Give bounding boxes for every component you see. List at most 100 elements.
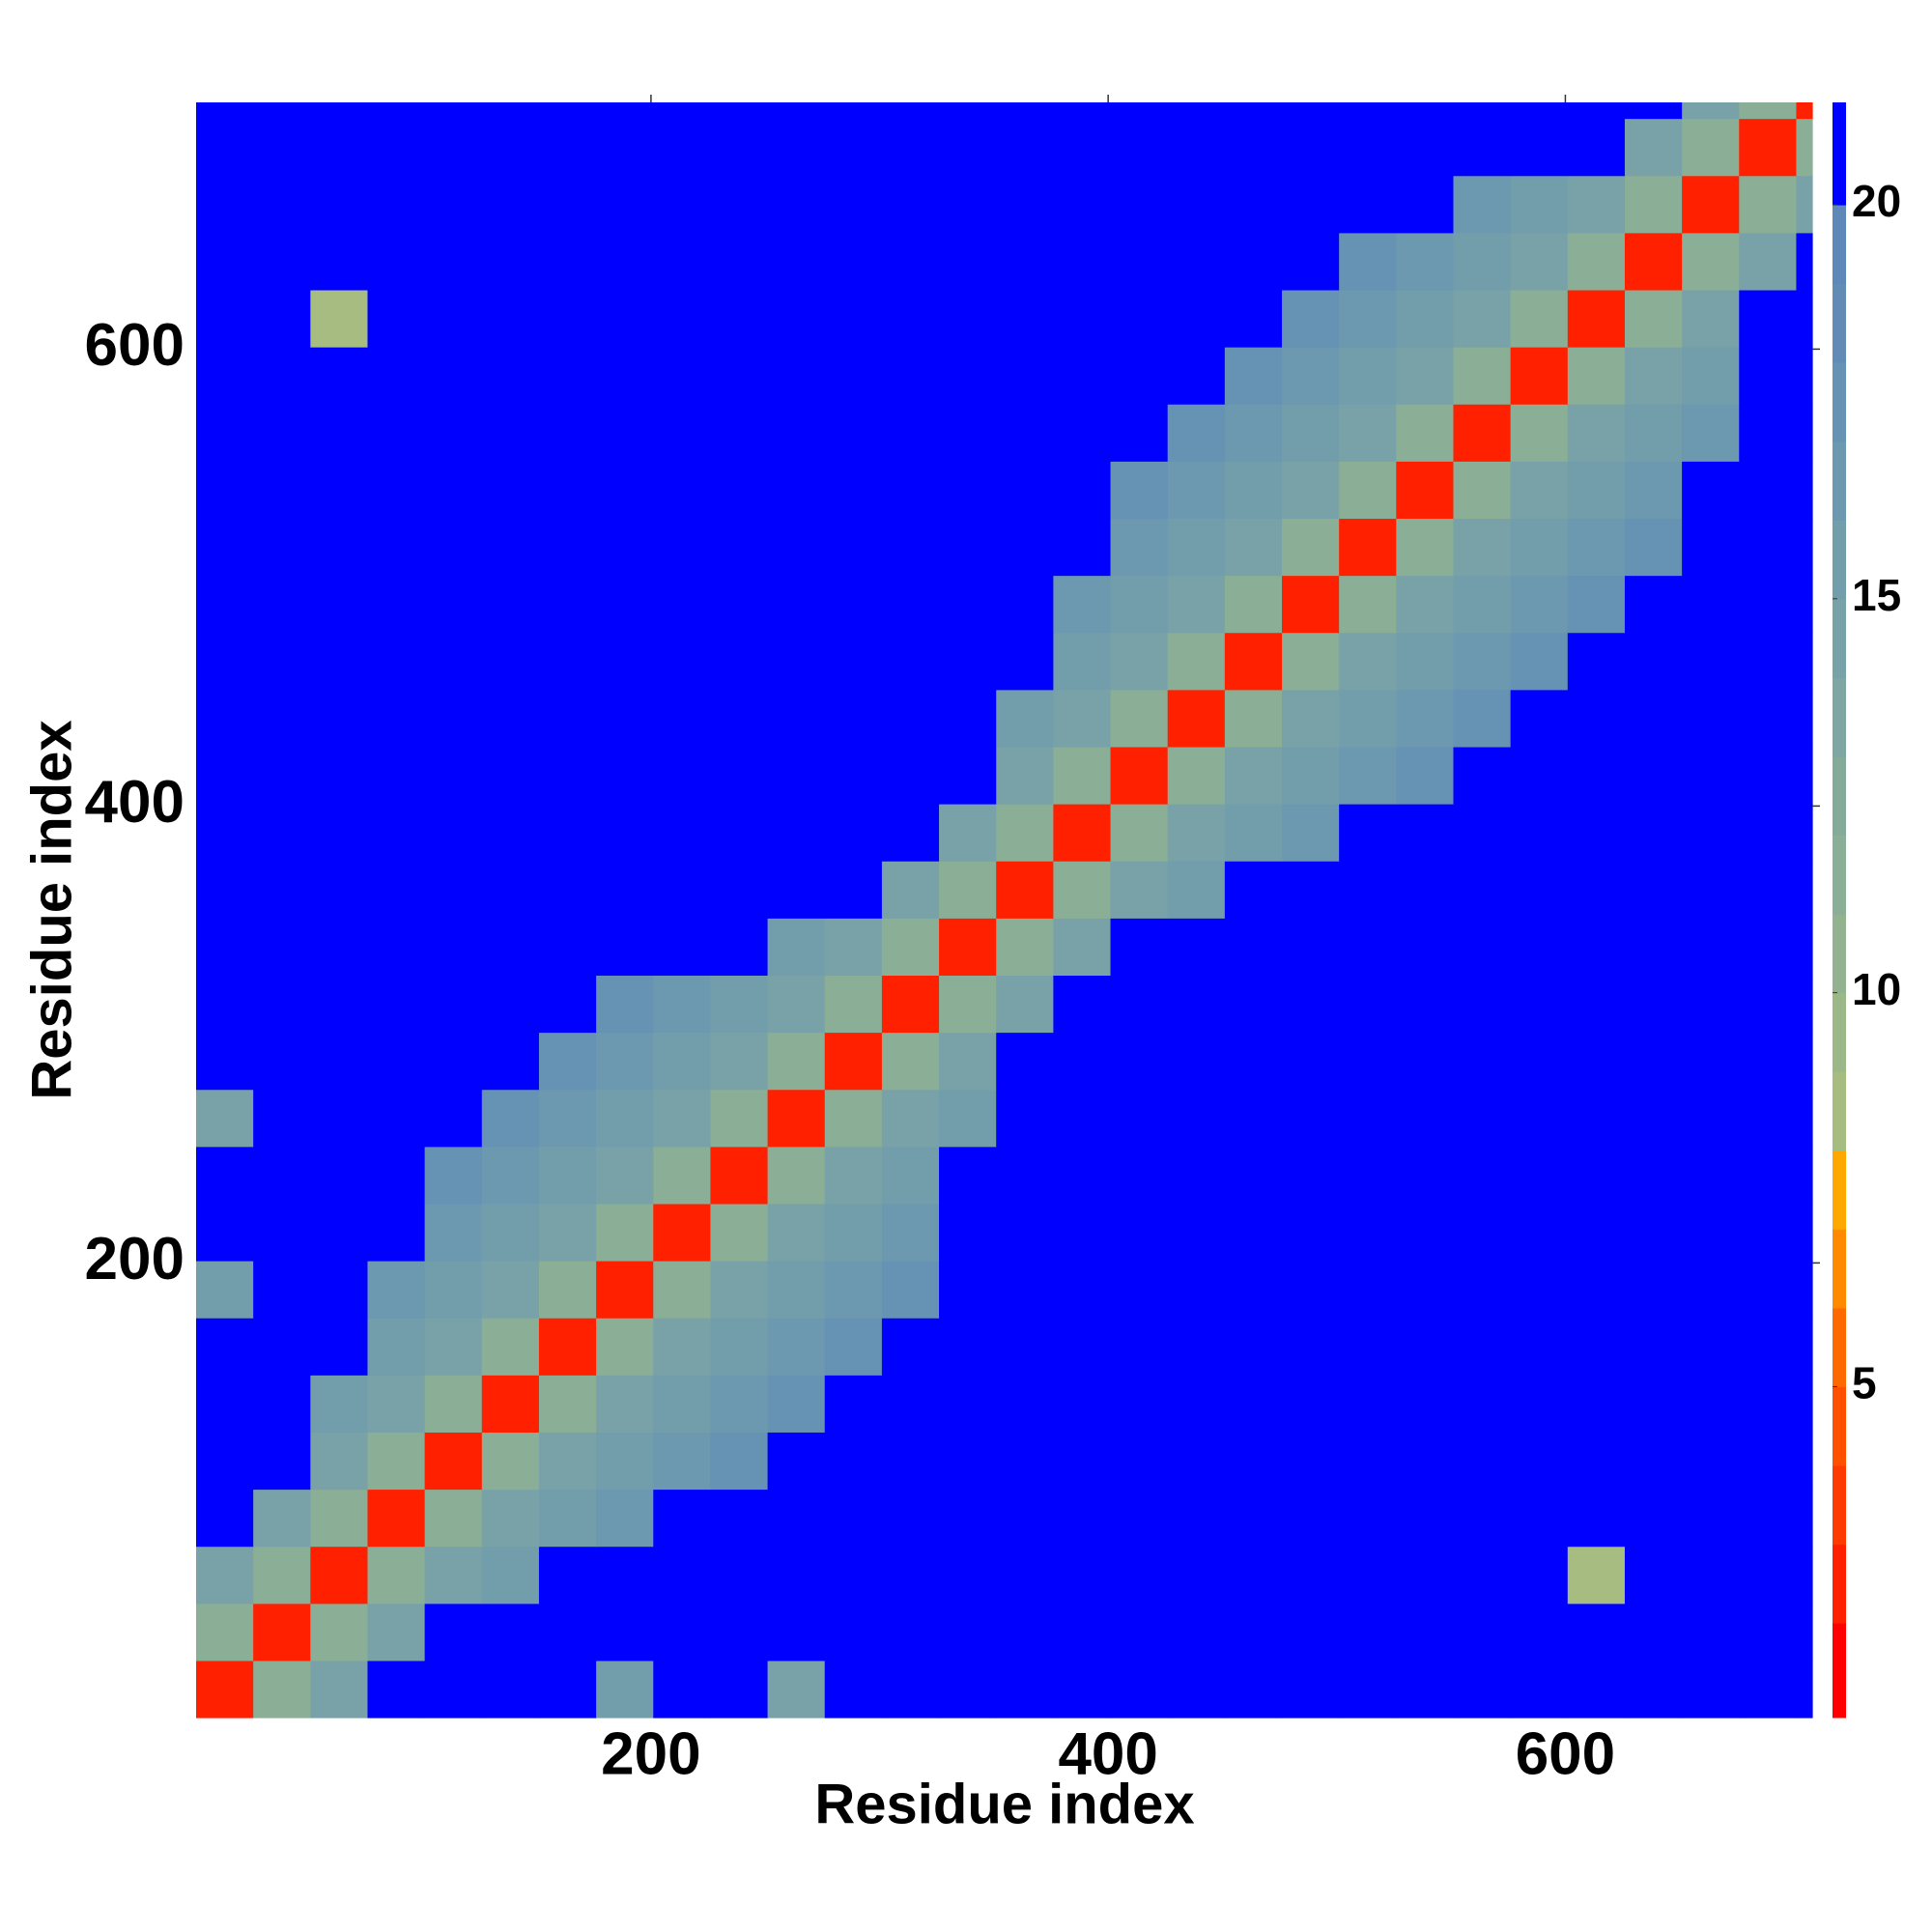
heatmap-cell bbox=[1624, 1032, 1683, 1091]
heatmap-cell bbox=[939, 804, 997, 862]
heatmap-cell bbox=[710, 1489, 769, 1548]
heatmap-cell bbox=[1682, 347, 1740, 405]
heatmap-cell bbox=[824, 1146, 883, 1205]
heatmap-cell bbox=[1796, 689, 1813, 748]
heatmap-cell bbox=[767, 404, 826, 462]
heatmap-cell bbox=[196, 1375, 254, 1433]
heatmap-cell bbox=[1796, 404, 1813, 462]
heatmap-cell bbox=[881, 804, 940, 862]
heatmap-cell bbox=[538, 1146, 597, 1205]
heatmap-cell bbox=[596, 461, 654, 520]
heatmap-cell bbox=[1510, 232, 1569, 291]
heatmap-cell bbox=[1053, 1546, 1112, 1605]
heatmap-cell bbox=[1224, 1318, 1283, 1376]
heatmap-cell bbox=[253, 1489, 311, 1548]
heatmap-cell bbox=[424, 118, 483, 177]
heatmap-cell bbox=[1567, 632, 1626, 691]
heatmap-cell bbox=[1282, 1261, 1340, 1319]
heatmap-cell bbox=[1453, 1660, 1512, 1719]
heatmap-cell bbox=[653, 804, 712, 862]
heatmap-cell bbox=[1796, 632, 1813, 691]
heatmap-cell bbox=[710, 1603, 769, 1662]
heatmap-cell bbox=[767, 1432, 826, 1491]
heatmap-cell bbox=[1682, 1432, 1740, 1491]
heatmap-cell bbox=[1624, 102, 1683, 120]
heatmap-cell bbox=[1282, 1546, 1340, 1605]
heatmap-cell bbox=[596, 1546, 654, 1605]
heatmap-cell bbox=[1110, 1546, 1169, 1605]
heatmap-cell bbox=[996, 689, 1054, 748]
heatmap-cell bbox=[996, 746, 1054, 805]
heatmap-cell bbox=[1796, 461, 1813, 520]
heatmap-cell bbox=[1053, 1603, 1112, 1662]
heatmap-cell bbox=[1453, 289, 1512, 348]
heatmap-cell bbox=[310, 1318, 369, 1376]
colorbar-step bbox=[1833, 1465, 1846, 1546]
heatmap-cell bbox=[424, 347, 483, 405]
heatmap-cell bbox=[1453, 861, 1512, 919]
heatmap-cell bbox=[367, 804, 426, 862]
heatmap-cell bbox=[367, 1203, 426, 1262]
heatmap-cell bbox=[881, 1603, 940, 1662]
heatmap-cell bbox=[653, 1032, 712, 1091]
heatmap-cell bbox=[1682, 118, 1740, 177]
heatmap-cell bbox=[1282, 1489, 1340, 1548]
heatmap-cell bbox=[481, 1146, 540, 1205]
heatmap-cell bbox=[1567, 1546, 1626, 1605]
heatmap-cell bbox=[881, 1546, 940, 1605]
heatmap-cell bbox=[767, 689, 826, 748]
heatmap-cell bbox=[310, 1375, 369, 1433]
heatmap-cell bbox=[710, 575, 769, 634]
heatmap-cell bbox=[196, 175, 254, 234]
heatmap-cell bbox=[424, 1089, 483, 1148]
heatmap-cell bbox=[881, 347, 940, 405]
x-tick-label: 600 bbox=[1516, 1720, 1615, 1787]
heatmap-cell bbox=[1167, 975, 1226, 1034]
heatmap-cell bbox=[310, 118, 369, 177]
heatmap-cell bbox=[881, 102, 940, 120]
heatmap-cell bbox=[1167, 461, 1226, 520]
heatmap-cell bbox=[1796, 1032, 1813, 1091]
heatmap-cell bbox=[1682, 1546, 1740, 1605]
heatmap-cell bbox=[196, 689, 254, 748]
heatmap-cell bbox=[1796, 1318, 1813, 1376]
heatmap-cell bbox=[1110, 1203, 1169, 1262]
heatmap-cell bbox=[1739, 1203, 1798, 1262]
heatmap-cell bbox=[1453, 1032, 1512, 1091]
heatmap-cell bbox=[710, 1375, 769, 1433]
heatmap-cell bbox=[1567, 1603, 1626, 1662]
heatmap-cell bbox=[1739, 1546, 1798, 1605]
heatmap-cell bbox=[1167, 1489, 1226, 1548]
heatmap-cell bbox=[881, 1203, 940, 1262]
heatmap-cell bbox=[939, 1089, 997, 1148]
heatmap-cell bbox=[1282, 289, 1340, 348]
colorbar-step bbox=[1833, 1386, 1846, 1466]
heatmap-cell bbox=[653, 102, 712, 120]
heatmap-cell bbox=[1339, 746, 1397, 805]
heatmap-cell bbox=[653, 1375, 712, 1433]
heatmap-cell bbox=[538, 1660, 597, 1719]
heatmap-cell bbox=[1167, 1032, 1226, 1091]
heatmap-cell bbox=[1567, 1489, 1626, 1548]
heatmap-cell bbox=[1453, 1603, 1512, 1662]
heatmap-cell bbox=[1567, 118, 1626, 177]
heatmap-cell bbox=[824, 746, 883, 805]
heatmap-cell bbox=[1510, 175, 1569, 234]
heatmap-cell bbox=[767, 1089, 826, 1148]
heatmap-cell bbox=[1396, 1603, 1455, 1662]
heatmap-cell bbox=[1282, 347, 1340, 405]
heatmap-cell bbox=[1624, 746, 1683, 805]
heatmap-cell bbox=[1567, 1089, 1626, 1148]
heatmap-cell bbox=[196, 1203, 254, 1262]
heatmap-cell bbox=[1396, 347, 1455, 405]
heatmap-cell bbox=[1167, 1546, 1226, 1605]
heatmap-cell bbox=[824, 1089, 883, 1148]
heatmap-cell bbox=[1339, 1660, 1397, 1719]
heatmap-cell bbox=[538, 289, 597, 348]
heatmap-cell bbox=[1453, 1375, 1512, 1433]
heatmap-cell bbox=[1510, 1375, 1569, 1433]
heatmap-cell bbox=[1739, 1261, 1798, 1319]
heatmap-cell bbox=[881, 1375, 940, 1433]
heatmap-cell bbox=[367, 461, 426, 520]
heatmap-cell bbox=[1110, 689, 1169, 748]
